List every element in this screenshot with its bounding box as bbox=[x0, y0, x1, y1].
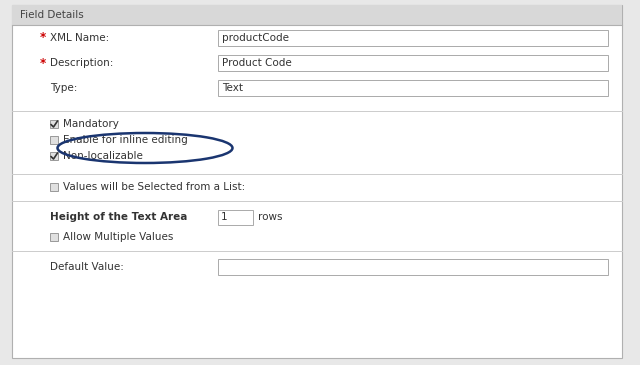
FancyBboxPatch shape bbox=[218, 80, 608, 96]
Text: Text: Text bbox=[222, 83, 243, 93]
FancyBboxPatch shape bbox=[50, 233, 58, 241]
Text: Description:: Description: bbox=[50, 58, 113, 68]
Text: Values will be Selected from a List:: Values will be Selected from a List: bbox=[63, 182, 245, 192]
Text: Default Value:: Default Value: bbox=[50, 262, 124, 272]
Text: *: * bbox=[40, 31, 46, 45]
Text: *: * bbox=[40, 57, 46, 69]
Text: rows: rows bbox=[258, 212, 282, 222]
Text: Allow Multiple Values: Allow Multiple Values bbox=[63, 232, 173, 242]
Text: Non-localizable: Non-localizable bbox=[63, 151, 143, 161]
Text: XML Name:: XML Name: bbox=[50, 33, 109, 43]
Text: 1: 1 bbox=[221, 212, 228, 222]
FancyBboxPatch shape bbox=[218, 55, 608, 71]
Text: Enable for inline editing: Enable for inline editing bbox=[63, 135, 188, 145]
FancyBboxPatch shape bbox=[218, 30, 608, 46]
Text: Field Details: Field Details bbox=[20, 10, 84, 20]
FancyBboxPatch shape bbox=[12, 5, 622, 25]
FancyBboxPatch shape bbox=[50, 183, 58, 191]
FancyBboxPatch shape bbox=[50, 136, 58, 144]
FancyBboxPatch shape bbox=[218, 210, 253, 224]
FancyBboxPatch shape bbox=[218, 259, 608, 275]
Text: Height of the Text Area: Height of the Text Area bbox=[50, 212, 188, 222]
Text: Type:: Type: bbox=[50, 83, 77, 93]
FancyBboxPatch shape bbox=[50, 152, 58, 160]
Text: productCode: productCode bbox=[222, 33, 289, 43]
Text: Mandatory: Mandatory bbox=[63, 119, 119, 129]
Text: Product Code: Product Code bbox=[222, 58, 292, 68]
FancyBboxPatch shape bbox=[12, 5, 622, 358]
FancyBboxPatch shape bbox=[50, 120, 58, 128]
